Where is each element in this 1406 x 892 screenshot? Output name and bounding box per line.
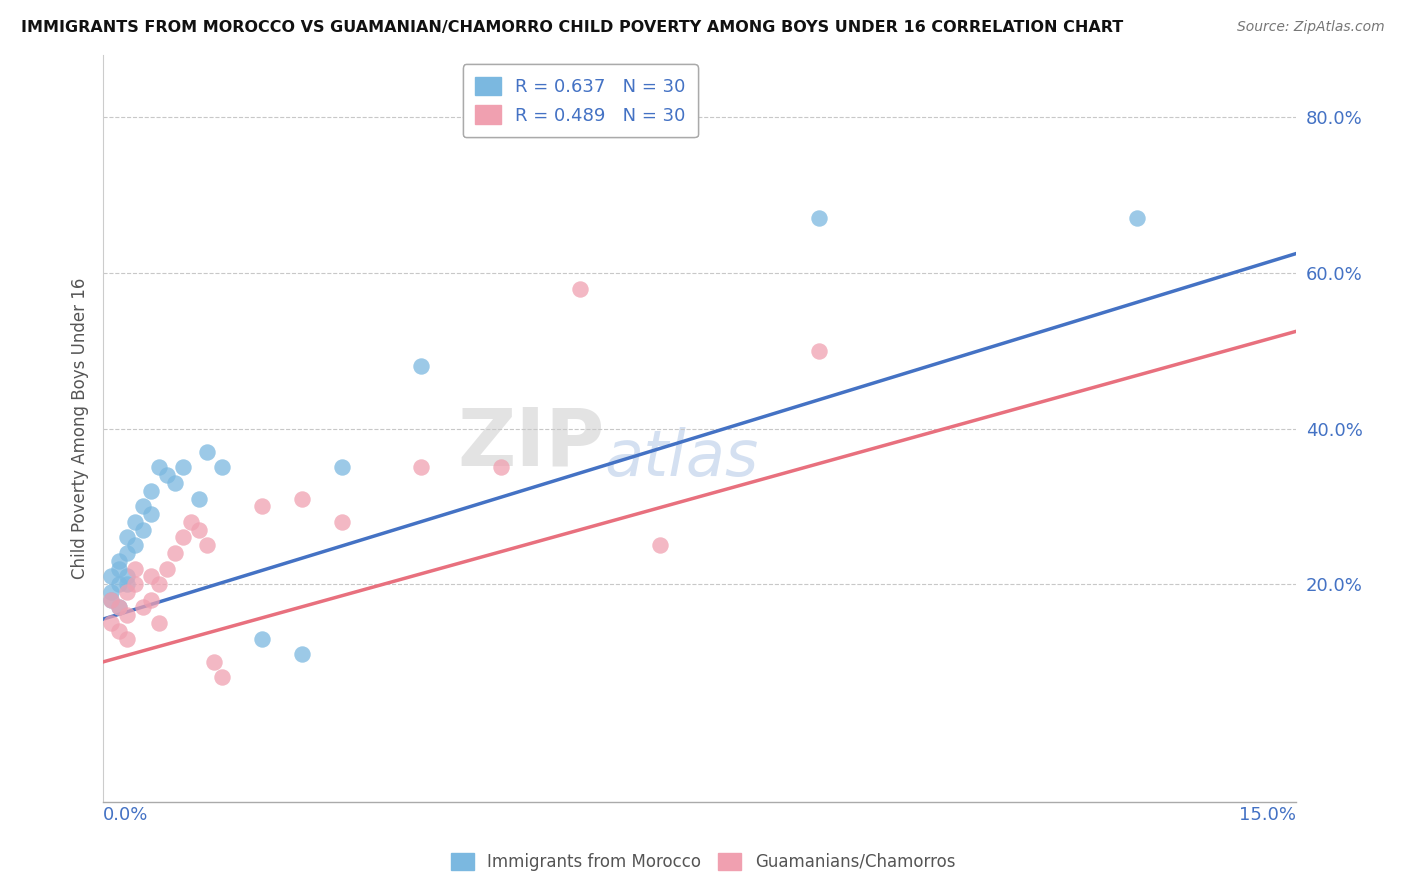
- Point: [195, 538, 218, 552]
- Point: [108, 624, 131, 638]
- Point: [211, 460, 233, 475]
- Point: [411, 359, 433, 374]
- Point: [108, 554, 131, 568]
- Text: 0.0%: 0.0%: [103, 805, 149, 824]
- Point: [132, 600, 155, 615]
- Point: [115, 608, 138, 623]
- Point: [489, 460, 512, 475]
- Point: [100, 592, 122, 607]
- Point: [115, 585, 138, 599]
- Point: [100, 592, 122, 607]
- Point: [100, 585, 122, 599]
- Point: [100, 569, 122, 583]
- Point: [172, 530, 194, 544]
- Point: [172, 460, 194, 475]
- Point: [211, 670, 233, 684]
- Point: [250, 632, 273, 646]
- Point: [411, 460, 433, 475]
- Point: [163, 546, 186, 560]
- Point: [139, 483, 162, 498]
- Point: [330, 515, 353, 529]
- Point: [115, 577, 138, 591]
- Point: [187, 491, 209, 506]
- Point: [808, 343, 831, 358]
- Text: atlas: atlas: [605, 427, 758, 490]
- Point: [115, 530, 138, 544]
- Text: Source: ZipAtlas.com: Source: ZipAtlas.com: [1237, 20, 1385, 34]
- Point: [124, 561, 146, 575]
- Legend: Immigrants from Morocco, Guamanians/Chamorros: Immigrants from Morocco, Guamanians/Cham…: [443, 845, 963, 880]
- Point: [115, 632, 138, 646]
- Point: [250, 500, 273, 514]
- Point: [156, 468, 179, 483]
- Point: [195, 445, 218, 459]
- Point: [139, 569, 162, 583]
- Point: [124, 538, 146, 552]
- Point: [108, 577, 131, 591]
- Point: [148, 577, 170, 591]
- Point: [124, 577, 146, 591]
- Point: [115, 546, 138, 560]
- Point: [648, 538, 671, 552]
- Point: [139, 592, 162, 607]
- Point: [330, 460, 353, 475]
- Point: [291, 491, 314, 506]
- Point: [148, 460, 170, 475]
- Point: [132, 500, 155, 514]
- Point: [124, 515, 146, 529]
- Point: [108, 600, 131, 615]
- Point: [139, 507, 162, 521]
- Point: [115, 569, 138, 583]
- Point: [808, 211, 831, 226]
- Point: [291, 647, 314, 661]
- Point: [132, 523, 155, 537]
- Point: [180, 515, 202, 529]
- Legend: R = 0.637   N = 30, R = 0.489   N = 30: R = 0.637 N = 30, R = 0.489 N = 30: [463, 64, 697, 137]
- Point: [108, 600, 131, 615]
- Text: 15.0%: 15.0%: [1239, 805, 1296, 824]
- Point: [100, 615, 122, 630]
- Point: [569, 281, 592, 295]
- Point: [1126, 211, 1149, 226]
- Point: [204, 655, 226, 669]
- Point: [148, 615, 170, 630]
- Point: [187, 523, 209, 537]
- Text: IMMIGRANTS FROM MOROCCO VS GUAMANIAN/CHAMORRO CHILD POVERTY AMONG BOYS UNDER 16 : IMMIGRANTS FROM MOROCCO VS GUAMANIAN/CHA…: [21, 20, 1123, 35]
- Y-axis label: Child Poverty Among Boys Under 16: Child Poverty Among Boys Under 16: [72, 277, 89, 579]
- Point: [108, 561, 131, 575]
- Point: [156, 561, 179, 575]
- Text: ZIP: ZIP: [457, 404, 605, 483]
- Point: [163, 475, 186, 490]
